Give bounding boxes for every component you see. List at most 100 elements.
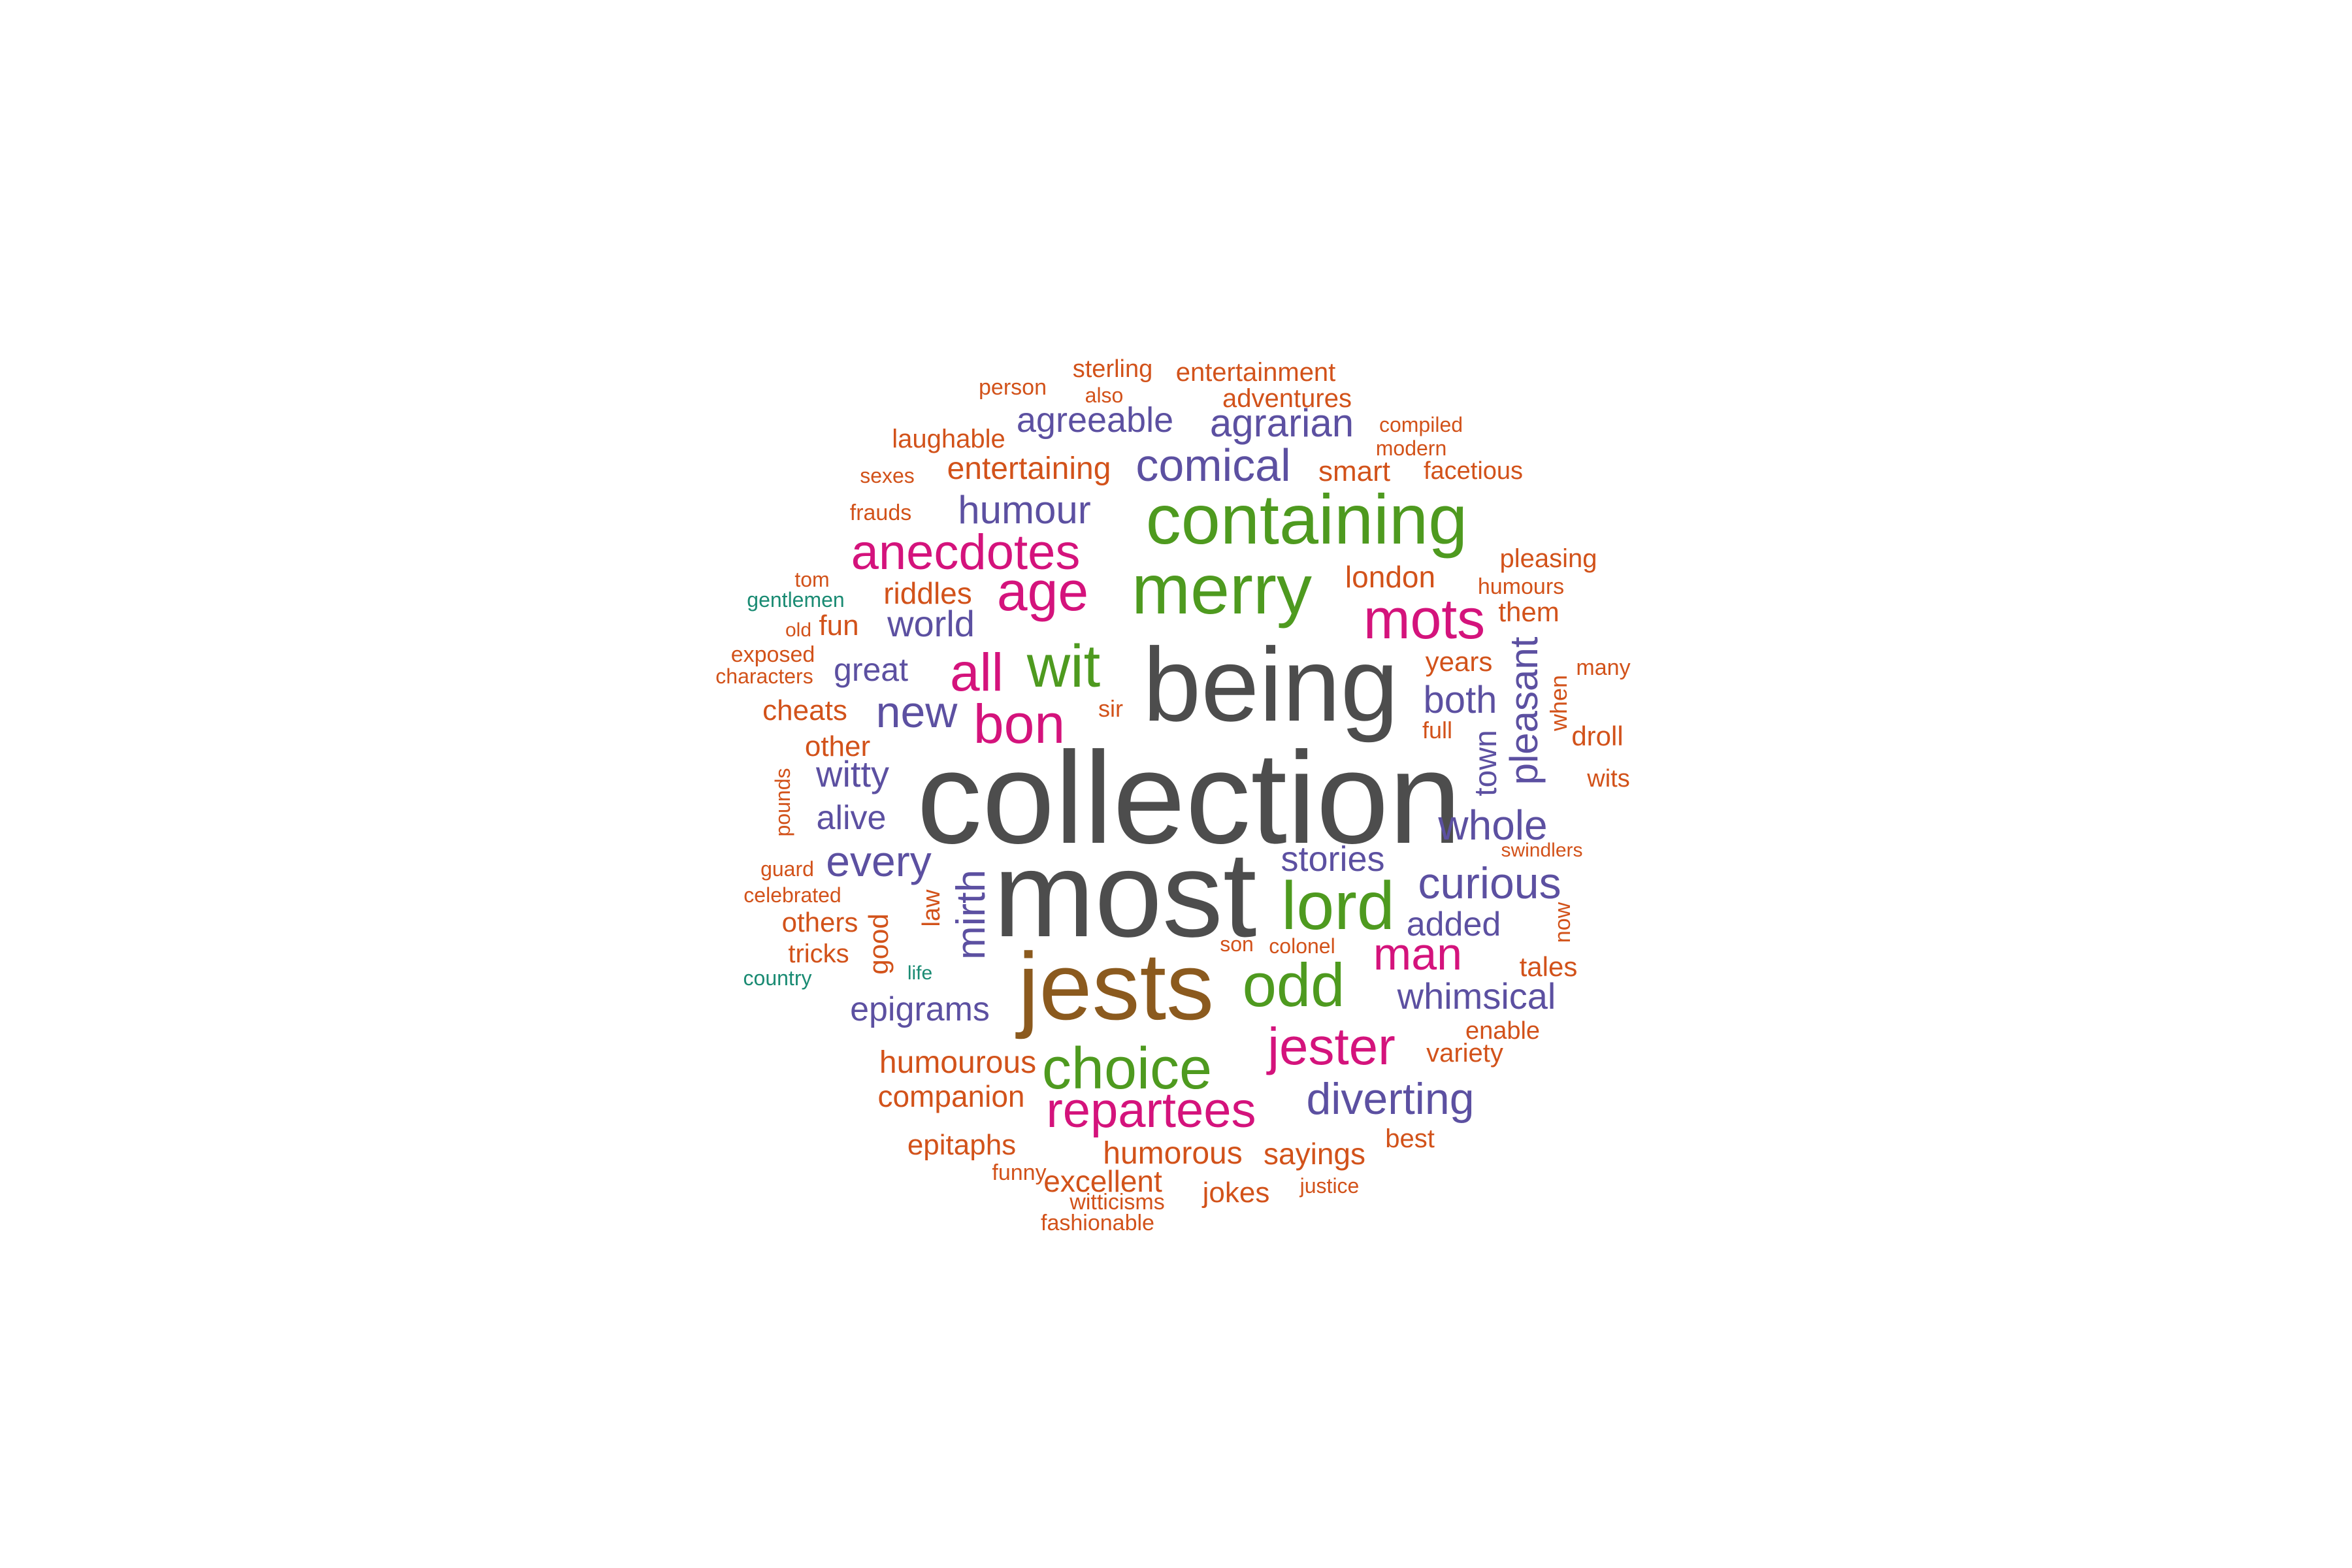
word-justice: justice [1299, 1174, 1360, 1198]
word-life: life [907, 962, 933, 984]
word-droll: droll [1571, 721, 1624, 751]
word-fun: fun [819, 610, 859, 642]
word-man: man [1373, 928, 1463, 979]
word-son: son [1220, 932, 1254, 956]
word-jokes: jokes [1202, 1177, 1270, 1209]
word-compiled: compiled [1379, 413, 1463, 436]
word-excellent: excellent [1043, 1164, 1162, 1198]
word-enable: enable [1465, 1017, 1541, 1045]
word-mots: mots [1363, 588, 1486, 651]
word-best: best [1385, 1124, 1435, 1153]
word-also: also [1085, 384, 1124, 407]
word-being: being [1143, 626, 1399, 743]
word-years: years [1425, 646, 1493, 677]
word-witticisms: witticisms [1070, 1190, 1165, 1215]
word-age: age [996, 561, 1089, 622]
word-gentlemen: gentlemen [747, 588, 845, 612]
word-tricks: tricks [788, 939, 849, 968]
word-tales: tales [1519, 951, 1578, 982]
word-pounds: pounds [771, 768, 794, 837]
word-collection: collection [917, 725, 1462, 871]
word-guard: guard [760, 857, 814, 881]
word-repartees: repartees [1046, 1083, 1256, 1138]
word-choice: choice [1041, 1036, 1213, 1102]
word-wits: wits [1587, 765, 1630, 792]
word-both: both [1423, 679, 1497, 721]
word-modern: modern [1375, 436, 1447, 460]
word-many: many [1576, 655, 1631, 680]
word-comical: comical [1135, 440, 1291, 491]
word-country: country [743, 966, 812, 990]
word-adventures: adventures [1222, 384, 1352, 413]
word-whimsical: whimsical [1397, 975, 1556, 1017]
word-now: now [1550, 902, 1575, 943]
word-jester: jester [1267, 1017, 1396, 1075]
word-whole: whole [1438, 802, 1548, 849]
word-full: full [1422, 717, 1453, 743]
word-sterling: sterling [1072, 355, 1153, 383]
word-humours: humours [1477, 574, 1565, 599]
word-jests: jests [1017, 933, 1215, 1039]
word-bon: bon [973, 693, 1066, 755]
word-humourous: humourous [879, 1045, 1037, 1080]
word-colonel: colonel [1269, 934, 1335, 958]
word-facetious: facetious [1423, 457, 1524, 485]
word-containing: containing [1145, 480, 1468, 559]
word-most: most [993, 827, 1257, 962]
word-stories: stories [1281, 840, 1385, 879]
word-old: old [785, 619, 812, 641]
word-funny: funny [992, 1160, 1047, 1185]
word-world: world [887, 603, 975, 644]
word-lord: lord [1281, 868, 1395, 944]
word-others: others [781, 907, 858, 938]
word-humorous: humorous [1103, 1136, 1243, 1171]
word-all: all [949, 643, 1004, 702]
word-odd: odd [1242, 951, 1345, 1019]
word-mirth: mirth [949, 870, 994, 960]
word-agreeable: agreeable [1016, 400, 1174, 440]
word-fashionable: fashionable [1041, 1211, 1154, 1235]
word-epigrams: epigrams [850, 990, 990, 1028]
word-variety: variety [1426, 1039, 1503, 1068]
word-characters: characters [715, 664, 813, 688]
word-sayings: sayings [1264, 1137, 1365, 1171]
word-entertainment: entertainment [1175, 358, 1336, 387]
word-agrarian: agrarian [1209, 401, 1354, 445]
word-swindlers: swindlers [1501, 840, 1583, 861]
word-good: good [863, 913, 894, 975]
word-smart: smart [1318, 455, 1390, 487]
word-merry: merry [1132, 549, 1312, 629]
word-exposed: exposed [730, 642, 815, 667]
word-wit: wit [1026, 633, 1101, 700]
word-anecdotes: anecdotes [851, 525, 1081, 580]
word-added: added [1406, 906, 1501, 943]
word-pleasant: pleasant [1502, 636, 1546, 785]
word-pleasing: pleasing [1499, 544, 1597, 573]
word-alive: alive [816, 799, 887, 837]
word-epitaphs: epitaphs [907, 1129, 1017, 1161]
word-every: every [826, 837, 932, 885]
word-london: london [1345, 560, 1436, 594]
word-great: great [834, 651, 908, 688]
word-laughable: laughable [892, 425, 1005, 453]
word-them: them [1498, 596, 1560, 627]
word-person: person [979, 375, 1047, 400]
word-entertaining: entertaining [947, 451, 1111, 486]
word-law: law [918, 889, 945, 927]
word-tom: tom [794, 568, 830, 591]
word-sir: sir [1098, 695, 1123, 722]
word-new: new [875, 687, 958, 737]
word-riddles: riddles [883, 576, 972, 610]
word-cheats: cheats [762, 694, 847, 727]
word-celebrated: celebrated [743, 883, 841, 907]
word-curious: curious [1418, 858, 1561, 908]
word-diverting: diverting [1306, 1074, 1475, 1124]
word-companion: companion [877, 1079, 1025, 1113]
word-frauds: frauds [849, 500, 912, 525]
word-sexes: sexes [860, 464, 915, 487]
word-when: when [1545, 674, 1572, 732]
word-witty: witty [816, 753, 889, 794]
word-town: town [1469, 730, 1503, 796]
word-humour: humour [958, 488, 1091, 532]
